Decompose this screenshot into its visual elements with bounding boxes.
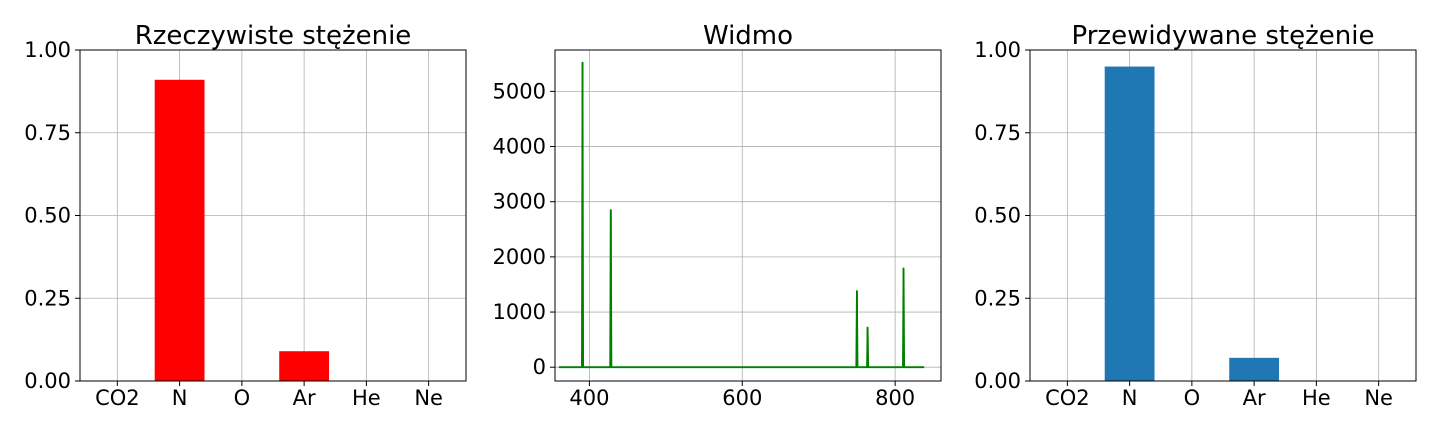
y-tick-label: 5000	[493, 79, 546, 103]
chart-title: Widmo	[703, 21, 793, 51]
bar-ar	[1229, 357, 1280, 381]
y-tick-label: 0.75	[24, 121, 71, 145]
y-tick-label: 0.50	[24, 204, 71, 228]
y-tick-label: 0	[533, 355, 546, 379]
x-tick-label: Ar	[293, 386, 316, 410]
x-tick-label: O	[1184, 386, 1201, 410]
y-tick-label: 0.00	[974, 369, 1021, 393]
plot-frame	[554, 49, 942, 382]
x-tick-label: Ne	[414, 386, 443, 410]
y-tick-label: 1.00	[974, 38, 1021, 62]
bar-n	[154, 79, 205, 381]
y-tick-label: 0.00	[24, 369, 71, 393]
x-tick-label: N	[172, 386, 188, 410]
chart-actual-concentration: 0.00 0.25 0.50 0.75 1.00 CO2 N O Ar He Ne Rzeczywis…	[24, 21, 467, 410]
chart-title: Rzeczywiste stężenie	[135, 21, 412, 51]
y-tick-label: 3000	[493, 190, 546, 214]
y-tick-label: 0.25	[974, 286, 1021, 310]
x-tick-label: He	[1302, 386, 1331, 410]
x-tick-label: Ar	[1243, 386, 1266, 410]
x-tick-label: O	[234, 386, 251, 410]
spectrum-line	[558, 61, 925, 369]
bar-ar	[279, 351, 330, 381]
x-tick-label: 400	[569, 386, 609, 410]
x-tick-label: 800	[875, 386, 915, 410]
chart-predicted-concentration: 0.00 0.25 0.50 0.75 1.00 CO2 N O Ar He Ne Przewidyw…	[974, 21, 1417, 410]
x-tick-label: Ne	[1364, 386, 1393, 410]
chart-spectrum: 0 1000 2000 3000 4000 5000 400 600 800 Widmo	[493, 21, 942, 410]
y-tick-label: 0.25	[24, 286, 71, 310]
x-tick-label: CO2	[1045, 386, 1090, 410]
x-tick-label: 600	[722, 386, 762, 410]
y-tick-label: 0.75	[974, 121, 1021, 145]
y-tick-label: 1000	[493, 300, 546, 324]
y-tick-label: 0.50	[974, 204, 1021, 228]
y-tick-label: 1.00	[24, 38, 71, 62]
bar-n	[1104, 66, 1155, 382]
x-tick-label: He	[352, 386, 381, 410]
y-tick-label: 2000	[493, 245, 546, 269]
y-tick-label: 4000	[493, 135, 546, 159]
x-tick-label: N	[1122, 386, 1138, 410]
x-tick-label: CO2	[95, 386, 140, 410]
chart-title: Przewidywane stężenie	[1072, 21, 1375, 51]
